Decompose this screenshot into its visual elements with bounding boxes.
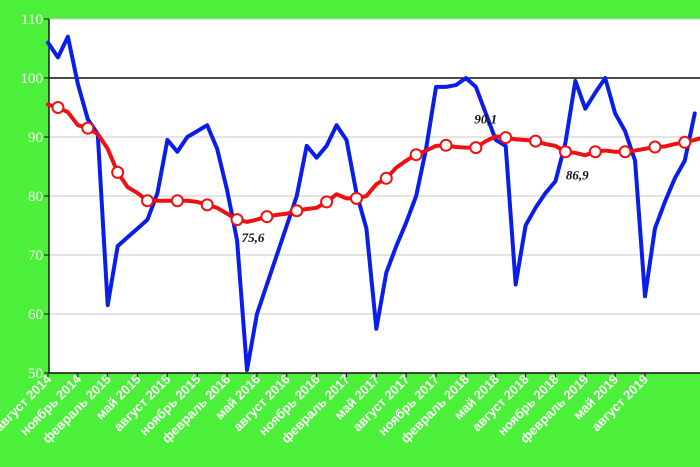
series-line-blue — [46, 34, 697, 373]
data-label: 86,9 — [566, 167, 589, 182]
data-point-marker — [678, 135, 692, 149]
y-tick-label: 80 — [28, 189, 43, 205]
data-point-marker — [529, 134, 543, 148]
data-label: 75,6 — [242, 230, 265, 245]
data-point-marker — [290, 204, 304, 218]
data-point-marker — [200, 198, 214, 212]
data-point-marker — [111, 165, 125, 179]
data-point-marker — [81, 121, 95, 135]
data-point-marker — [469, 141, 483, 155]
data-label: 90,1 — [474, 111, 497, 126]
data-point-marker — [558, 145, 572, 159]
data-point-marker — [320, 195, 334, 209]
y-tick-label: 100 — [21, 71, 44, 87]
y-tick-label: 70 — [28, 248, 43, 264]
data-labels: 75,6 90,1 86,9 — [242, 111, 590, 245]
data-point-marker — [349, 191, 363, 205]
data-point-marker — [51, 101, 65, 114]
series-group — [46, 34, 700, 373]
data-point-marker — [618, 145, 632, 159]
data-point-marker — [260, 210, 274, 224]
data-point-marker — [588, 145, 602, 159]
y-tick-label: 90 — [28, 130, 43, 146]
y-tick-label: 60 — [28, 307, 43, 323]
data-point-marker — [409, 148, 423, 162]
data-point-marker — [230, 213, 244, 227]
y-tick-label: 110 — [21, 12, 43, 28]
y-tick-label: 50 — [28, 366, 43, 382]
data-point-marker — [379, 171, 393, 185]
data-point-marker — [499, 131, 513, 145]
data-point-marker — [439, 138, 453, 152]
data-point-marker — [648, 140, 662, 154]
y-axis: 50 60 70 80 90 100 110 — [21, 12, 700, 382]
data-point-marker — [170, 194, 184, 208]
data-point-marker — [141, 194, 154, 208]
